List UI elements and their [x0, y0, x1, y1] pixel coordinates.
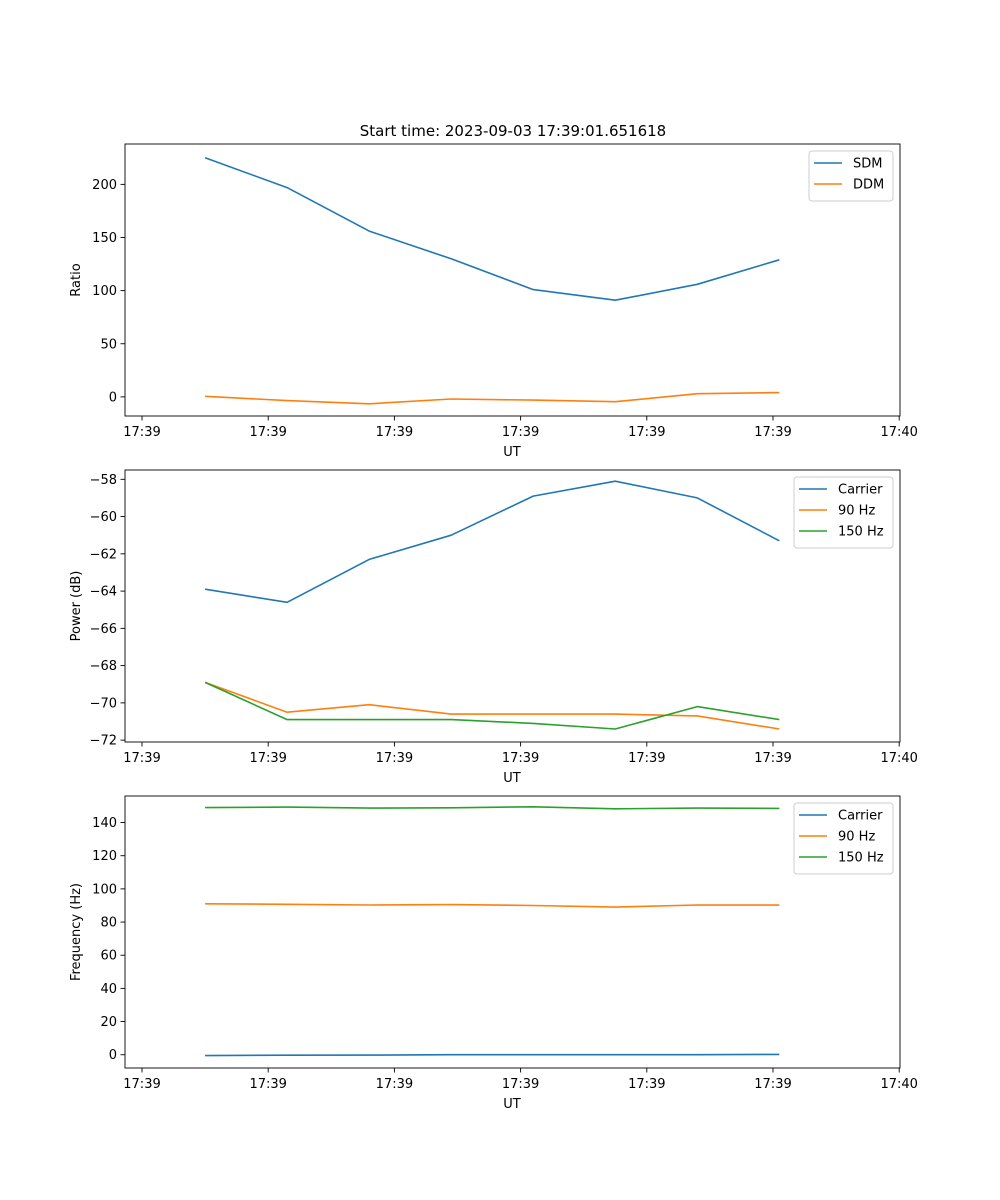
legend: SDM DDM — [808, 150, 894, 202]
y-tick-label: −62 — [90, 547, 117, 562]
x-tick-label: 17:39 — [249, 751, 286, 766]
legend-label: 90 Hz — [838, 830, 875, 845]
legend-label: DDM — [853, 178, 884, 193]
x-tick-label: 17:39 — [754, 425, 791, 440]
series-line-carrier — [204, 480, 780, 604]
y-tick-label: 120 — [92, 849, 117, 864]
y-tick-label: 40 — [100, 982, 117, 997]
y-tick-label: 0 — [109, 1048, 117, 1063]
x-tick-label: 17:39 — [628, 425, 665, 440]
x-axis-label: UT — [503, 771, 521, 786]
series-line-sdm — [204, 157, 780, 302]
x-tick-label: 17:39 — [754, 751, 791, 766]
figure-title: Start time: 2023-09-03 17:39:01.651618 — [360, 122, 666, 140]
y-tick-label: 20 — [100, 1015, 117, 1030]
power-chart: 17:39 17:39 17:39 17:39 17:39 17:39 17:40 −72 −7… — [69, 469, 918, 786]
y-tick-label: −66 — [90, 622, 117, 637]
y-axis-label: Frequency (Hz) — [69, 883, 84, 981]
series-line-90-hz — [204, 681, 780, 730]
x-tick-label: 17:39 — [502, 425, 539, 440]
frequency-chart: 17:39 17:39 17:39 17:39 17:39 17:39 17:40 0 20 40… — [69, 795, 918, 1112]
legend-label: 150 Hz — [838, 525, 884, 540]
y-tick-label: −68 — [90, 659, 117, 674]
x-tick-label: 17:39 — [249, 425, 286, 440]
legend-label: Carrier — [838, 483, 883, 498]
x-tick-label: 17:40 — [880, 425, 917, 440]
legend: Carrier 90 Hz 150 Hz — [793, 476, 894, 549]
y-tick-label: −60 — [90, 510, 117, 525]
x-tick-label: 17:39 — [123, 751, 160, 766]
x-tick-label: 17:40 — [880, 1077, 917, 1092]
y-tick-label: 100 — [92, 882, 117, 897]
y-tick-label: −58 — [90, 473, 117, 488]
y-tick-label: −70 — [90, 696, 117, 711]
legend-label: 90 Hz — [838, 504, 875, 519]
series-line-90-hz — [205, 903, 780, 908]
x-tick-label: 17:39 — [376, 1077, 413, 1092]
x-tick-label: 17:40 — [880, 751, 917, 766]
series-line-carrier — [205, 1053, 780, 1057]
y-tick-label: 100 — [92, 284, 117, 299]
y-tick-label: 60 — [100, 949, 117, 964]
legend: Carrier 90 Hz 150 Hz — [793, 802, 894, 875]
y-tick-label: 200 — [92, 178, 117, 193]
y-axis-label: Power (dB) — [69, 571, 84, 642]
x-tick-label: 17:39 — [123, 1077, 160, 1092]
x-tick-label: 17:39 — [376, 425, 413, 440]
x-tick-label: 17:39 — [249, 1077, 286, 1092]
axes-frame — [124, 795, 901, 1069]
x-tick-label: 17:39 — [376, 751, 413, 766]
x-axis-label: UT — [503, 445, 521, 460]
y-tick-label: 80 — [100, 916, 117, 931]
y-tick-label: 0 — [109, 390, 117, 405]
axes-frame — [124, 143, 901, 417]
legend-label: Carrier — [838, 809, 883, 824]
x-tick-label: 17:39 — [754, 1077, 791, 1092]
y-tick-label: −64 — [90, 585, 117, 600]
series-line-ddm — [205, 391, 780, 405]
x-tick-label: 17:39 — [628, 1077, 665, 1092]
x-tick-label: 17:39 — [628, 751, 665, 766]
axes-frame — [124, 469, 901, 743]
ratio-chart: 17:39 17:39 17:39 17:39 17:39 17:39 17:40 0 50 10… — [69, 143, 918, 460]
y-tick-label: −72 — [90, 734, 117, 749]
x-tick-label: 17:39 — [502, 1077, 539, 1092]
series-line-150-hz — [204, 681, 780, 730]
x-tick-label: 17:39 — [502, 751, 539, 766]
legend-label: 150 Hz — [838, 851, 884, 866]
x-axis-label: UT — [503, 1097, 521, 1112]
legend-label: SDM — [853, 157, 882, 172]
x-tick-label: 17:39 — [123, 425, 160, 440]
y-tick-label: 150 — [92, 231, 117, 246]
y-tick-label: 50 — [100, 337, 117, 352]
series-line-150-hz — [205, 805, 780, 810]
y-tick-label: 140 — [92, 816, 117, 831]
y-axis-label: Ratio — [69, 263, 84, 296]
